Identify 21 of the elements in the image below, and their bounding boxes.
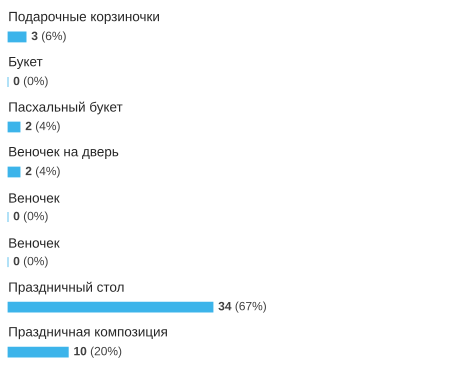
y-tick-label: Веночек на дверь — [9, 147, 118, 160]
y-tick-label: Букет — [9, 56, 42, 69]
bar — [8, 302, 214, 313]
bar — [8, 166, 20, 178]
y-tick-label: Подарочные корзиночки — [9, 12, 159, 24]
data-label: 0 (0%) — [14, 211, 48, 223]
bar — [8, 122, 20, 132]
bar — [8, 346, 69, 358]
data-label: 34 (67%) — [218, 302, 266, 313]
data-label: 0 (0%) — [14, 76, 48, 88]
y-tick-label: Праздничная композиция — [9, 327, 167, 340]
bar — [8, 32, 26, 42]
data-label: 0 (0%) — [14, 256, 48, 268]
y-tick-label: Праздничный стол — [9, 282, 124, 294]
data-label: 2 (4%) — [26, 121, 60, 133]
y-tick-label: Пасхальный букет — [9, 102, 122, 114]
data-label: 10 (20%) — [74, 346, 122, 358]
data-label: 2 (4%) — [26, 166, 60, 178]
y-tick-label: Веночек — [9, 238, 60, 248]
data-label: 3 (6%) — [32, 31, 66, 42]
y-tick-label: Веночек — [9, 193, 60, 203]
